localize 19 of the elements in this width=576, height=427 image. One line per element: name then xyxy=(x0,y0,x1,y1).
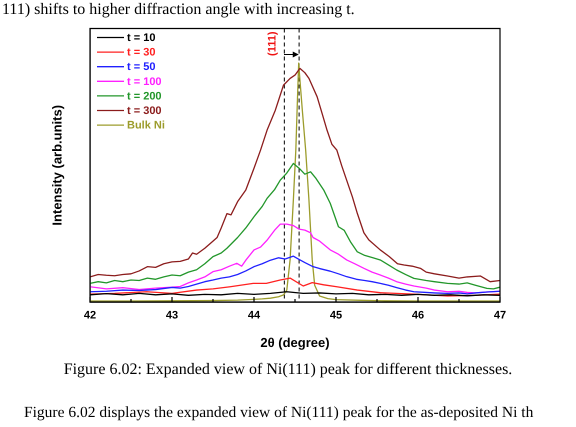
legend-label: t = 30 xyxy=(127,46,156,59)
legend-label: t = 10 xyxy=(127,32,156,44)
text: Figure 6.02: Expanded view of Ni(111) peak for different thicknesses. xyxy=(62,361,514,379)
x-tick-label: 43 xyxy=(166,310,178,322)
legend-label: t = 300 xyxy=(127,105,162,118)
legend-label: Bulk Ni xyxy=(127,120,165,132)
x-tick-label: 44 xyxy=(248,310,261,322)
x-tick-label: 45 xyxy=(330,310,342,322)
x-tick-label: 42 xyxy=(84,310,96,322)
legend-label: t = 200 xyxy=(127,90,162,102)
x-axis-title: 2θ (degree) xyxy=(260,334,330,350)
legend-label: t = 50 xyxy=(127,61,156,74)
annotation: (111) xyxy=(266,31,278,56)
legend-label: t = 100 xyxy=(127,76,162,88)
y-axis-title: Intensity (arb.units) xyxy=(49,104,64,226)
text: 111) shifts to higher diffraction angle with increasing t. xyxy=(2,1,355,19)
x-tick-label: 46 xyxy=(412,310,424,322)
x-tick-label: 47 xyxy=(494,310,506,322)
caption: Figure 6.02 displays the expanded view of Ni(111) peak for the as-deposited Ni th xyxy=(24,404,534,422)
